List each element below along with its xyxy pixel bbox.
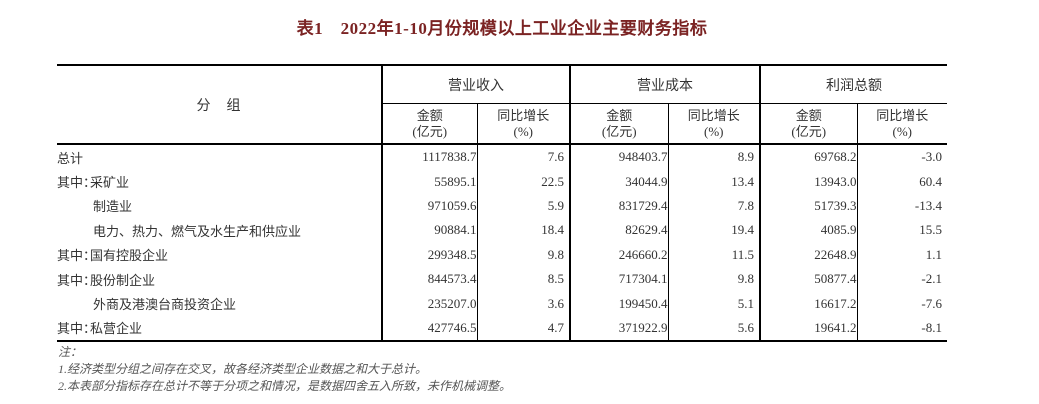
revenue-growth-header: 同比增长 (%) (477, 103, 571, 145)
revenue-amount-cell: 90884.1 (382, 218, 478, 243)
row-label: 总计 (57, 144, 383, 170)
profit-growth-cell: -8.1 (921, 319, 942, 335)
revenue-growth-cell: 7.6 (477, 144, 571, 170)
cost-growth-cell: 11.5 (668, 242, 761, 267)
row-label: 其中：国有控股企业 (57, 242, 383, 267)
table-row: 其中：股份制企业 844573.4 8.5 717304.1 9.8 50877… (57, 266, 947, 292)
cost-growth-cell: 8.9 (668, 144, 761, 170)
table-row: 外商及港澳台商投资企业 235207.0 3.6 199450.4 5.1 16… (57, 291, 947, 316)
cost-amount-cell: 34044.9 (570, 169, 669, 194)
cost-amount-header: 金额 (亿元) (570, 103, 669, 145)
revenue-amount-header: 金额 (亿元) (382, 103, 478, 145)
cost-growth-cell: 13.4 (668, 169, 761, 194)
row-label: 外商及港澳台商投资企业 (57, 291, 383, 316)
cost-amount-cell: 199450.4 (570, 291, 669, 316)
revenue-growth-cell: 18.4 (477, 218, 571, 243)
header-group-row: 分 组 营业收入 营业成本 利润总额 (57, 65, 947, 145)
column-group-cost: 营业成本 (570, 65, 761, 104)
cost-amount-cell: 831729.4 (570, 193, 669, 219)
footnote-heading: 注： (58, 345, 83, 359)
financial-indicators-table: 分 组 营业收入 营业成本 利润总额 金额 (亿元) 同比增长 (%) 金额 (… (57, 64, 947, 343)
table-row: 其中：私营企业 427746.5 4.7 371922.9 5.6 19641.… (57, 315, 947, 342)
profit-amount-cell: 16617.2 (760, 291, 858, 316)
row-label: 其中：股份制企业 (57, 266, 383, 292)
revenue-growth-cell: 4.7 (477, 315, 571, 342)
cost-amount-cell: 246660.2 (570, 242, 669, 267)
revenue-amount-cell: 971059.6 (382, 193, 478, 219)
footnote-2: 2.本表部分指标存在总计不等于分项之和情况，是数据四舍五入所致，未作机械调整。 (58, 379, 512, 393)
cost-amount-cell: 82629.4 (570, 218, 669, 243)
profit-amount-cell: 51739.3 (760, 193, 858, 219)
profit-amount-header: 金额 (亿元) (760, 103, 858, 145)
cost-growth-cell: 7.8 (668, 193, 761, 219)
profit-amount-cell: 4085.9 (760, 218, 858, 243)
cost-amount-cell: 371922.9 (570, 315, 669, 342)
profit-growth-cell: -2.1 (921, 271, 942, 287)
header-sub-row: 金额 (亿元) 同比增长 (%) 金额 (亿元) 同比增长 (%) 金额 ( (57, 103, 947, 145)
revenue-amount-cell: 844573.4 (382, 266, 478, 292)
revenue-growth-cell: 9.8 (477, 242, 571, 267)
table-row: 电力、热力、燃气及水生产和供应业 90884.1 18.4 82629.4 19… (57, 218, 947, 243)
footnotes: 注： 1.经济类型分组之间存在交叉，故各经济类型企业数据之和大于总计。 2.本表… (58, 344, 511, 395)
column-group-revenue: 营业收入 (382, 65, 571, 104)
column-group-profit: 利润总额 (760, 65, 947, 104)
revenue-growth-cell: 22.5 (477, 169, 571, 194)
profit-growth-cell: -3.0 (921, 149, 942, 165)
row-label: 制造业 (57, 193, 383, 219)
profit-growth-header: 同比增长 (%) (857, 103, 947, 145)
profit-growth-cell: -13.4 (914, 197, 942, 213)
cost-amount-cell: 948403.7 (570, 144, 669, 170)
cost-growth-cell: 19.4 (668, 218, 761, 243)
revenue-growth-cell: 5.9 (477, 193, 571, 219)
cost-growth-cell: 9.8 (668, 266, 761, 292)
table-title: 表1 2022年1-10月份规模以上工业企业主要财务指标 (296, 19, 708, 38)
cost-growth-cell: 5.1 (668, 291, 761, 316)
profit-amount-cell: 69768.2 (760, 144, 858, 170)
profit-growth-cell: 60.4 (919, 173, 942, 189)
revenue-amount-cell: 235207.0 (382, 291, 478, 316)
profit-amount-cell: 22648.9 (760, 242, 858, 267)
revenue-amount-cell: 427746.5 (382, 315, 478, 342)
table-row: 其中：国有控股企业 299348.5 9.8 246660.2 11.5 226… (57, 242, 947, 267)
group-column-header: 分 组 (57, 65, 383, 145)
footnote-1: 1.经济类型分组之间存在交叉，故各经济类型企业数据之和大于总计。 (58, 362, 428, 376)
profit-growth-cell: -7.6 (921, 295, 942, 311)
revenue-growth-cell: 8.5 (477, 266, 571, 292)
table-row: 制造业 971059.6 5.9 831729.4 7.8 51739.3 -1… (57, 193, 947, 219)
revenue-amount-cell: 55895.1 (382, 169, 478, 194)
row-label: 其中：采矿业 (57, 169, 383, 194)
profit-amount-cell: 13943.0 (760, 169, 858, 194)
profit-growth-cell: 1.1 (925, 246, 942, 262)
revenue-amount-cell: 299348.5 (382, 242, 478, 267)
row-label: 电力、热力、燃气及水生产和供应业 (57, 218, 383, 243)
cost-amount-cell: 717304.1 (570, 266, 669, 292)
cost-growth-cell: 5.6 (668, 315, 761, 342)
revenue-growth-cell: 3.6 (477, 291, 571, 316)
table-row: 总计 1117838.7 7.6 948403.7 8.9 69768.2 -3… (57, 144, 947, 170)
row-label: 其中：私营企业 (57, 315, 383, 342)
profit-amount-cell: 50877.4 (760, 266, 858, 292)
profit-amount-cell: 19641.2 (760, 315, 858, 342)
cost-growth-header: 同比增长 (%) (668, 103, 761, 145)
table-row: 其中：采矿业 55895.1 22.5 34044.9 13.4 13943.0… (57, 169, 947, 194)
revenue-amount-cell: 1117838.7 (382, 144, 478, 170)
profit-growth-cell: 15.5 (919, 222, 942, 238)
